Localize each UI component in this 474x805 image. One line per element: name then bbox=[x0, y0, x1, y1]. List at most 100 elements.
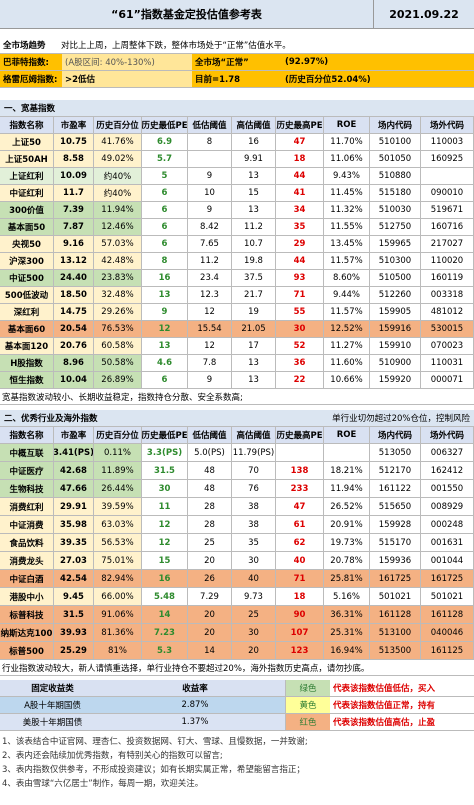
cell: 29 bbox=[276, 236, 324, 253]
cell: 513050 bbox=[370, 444, 421, 462]
cell: 11.94% bbox=[94, 202, 142, 219]
percentile: (历史百分位52.04%) bbox=[282, 71, 474, 87]
cell: 12 bbox=[142, 321, 188, 338]
cell: 44 bbox=[276, 168, 324, 185]
cell: 040046 bbox=[421, 624, 474, 642]
cell: 11.70% bbox=[324, 134, 370, 151]
data-row: 300价值 7.39 11.94% 6 9 13 34 11.32% 510030 519671 bbox=[0, 202, 474, 219]
data-row: 深红利 14.75 29.26% 9 12 19 55 11.57% 159905 481012 bbox=[0, 304, 474, 321]
cell: 76.53% bbox=[94, 321, 142, 338]
cell: 中证红利 bbox=[0, 185, 54, 202]
cell: 30 bbox=[276, 321, 324, 338]
column-header: 场内代码 bbox=[370, 427, 421, 444]
bond-cell: 2.87% bbox=[181, 700, 209, 710]
cell: 11.60% bbox=[324, 355, 370, 372]
cell: 26 bbox=[188, 570, 232, 588]
cell: 26.89% bbox=[94, 372, 142, 389]
data-row: 标普500 25.29 81% 5.3 14 20 123 16.94% 513500 16112… bbox=[0, 642, 474, 660]
cell: 12 bbox=[188, 338, 232, 355]
data-row: 标普科技 31.5 91.06% 14 20 25 90 36.31% 161128 161128 bbox=[0, 606, 474, 624]
cell: 8 bbox=[188, 134, 232, 151]
data-row: H股指数 8.96 50.58% 4.6 7.8 13 36 11.60% 510900 1100… bbox=[0, 355, 474, 372]
cell: 159920 bbox=[370, 372, 421, 389]
cell: 76 bbox=[232, 480, 276, 498]
data-row: 中概互联 3.41(PS) 0.11% 3.3(PS) 5.0(PS) 11.79(PS)… bbox=[0, 444, 474, 462]
cell: 14 bbox=[142, 606, 188, 624]
cell: 39.93 bbox=[54, 624, 94, 642]
footnote: 2、表内还会陆续加优秀指数，有特别关心的指数可以留言; bbox=[2, 751, 223, 761]
cell: 501021 bbox=[370, 588, 421, 606]
cell: 13 bbox=[142, 338, 188, 355]
threshold: >2低估 bbox=[62, 71, 192, 87]
note: 宽基指数波动较小、长期收益稳定，指数持仓分散、安全系数高; bbox=[0, 389, 474, 405]
cell: 6.9 bbox=[142, 134, 188, 151]
cell: 159905 bbox=[370, 304, 421, 321]
cell: 12 bbox=[188, 304, 232, 321]
cell: 44 bbox=[276, 253, 324, 270]
cell: 38 bbox=[232, 516, 276, 534]
cell: 5 bbox=[142, 168, 188, 185]
cell: 10.04 bbox=[54, 372, 94, 389]
cell: 11.57% bbox=[324, 253, 370, 270]
cell: 16 bbox=[142, 270, 188, 287]
cell: 22 bbox=[276, 372, 324, 389]
cell: 20 bbox=[188, 552, 232, 570]
cell: 19.8 bbox=[232, 253, 276, 270]
cell: 26.44% bbox=[94, 480, 142, 498]
header-row: 指数名称 市盈率 历史百分位 历史最低PE 低估阈值 高估阈值 历史最高PE ROE 场内代码场… bbox=[0, 427, 474, 444]
cell: 39.59% bbox=[94, 498, 142, 516]
cell: 12.3 bbox=[188, 287, 232, 304]
cell: 62 bbox=[276, 534, 324, 552]
data-row: 中证消费 35.98 63.03% 12 28 38 61 20.91% 159928 00024… bbox=[0, 516, 474, 534]
cell: 15.54 bbox=[188, 321, 232, 338]
cell: 9 bbox=[188, 372, 232, 389]
cell: 11.2 bbox=[232, 219, 276, 236]
cell: 25.29 bbox=[54, 642, 94, 660]
cell: 15 bbox=[142, 552, 188, 570]
data-row: 上证红利 10.09 约40% 5 9 13 44 9.43% 510880 bbox=[0, 168, 474, 185]
cell: 159916 bbox=[370, 321, 421, 338]
cell: 48 bbox=[188, 462, 232, 480]
cell: 217027 bbox=[421, 236, 474, 253]
graham-row: 格雷厄姆指数: >2低估 目前=1.78 (历史百分位52.04%) bbox=[0, 71, 474, 88]
bond-table: 固定收益类 收益率 A股十年期国债 2.87% 美股十年期国债 1.37% bbox=[0, 680, 285, 731]
cell: 标普科技 bbox=[0, 606, 54, 624]
cell: 消费红利 bbox=[0, 498, 54, 516]
cell: 56.53% bbox=[94, 534, 142, 552]
cell: 19.73% bbox=[324, 534, 370, 552]
cell: 070023 bbox=[421, 338, 474, 355]
cell: 6 bbox=[142, 372, 188, 389]
cell: 7.23 bbox=[142, 624, 188, 642]
cell: 66.00% bbox=[94, 588, 142, 606]
color-legend: 绿色 代表该指数估值低估，买入 黄色 代表该指数估值正常，持有 红色 代表该指数估值高估，… bbox=[285, 680, 474, 731]
column-header: 历史百分位 bbox=[94, 427, 142, 444]
cell: 13.45% bbox=[324, 236, 370, 253]
footnote: 1、该表结合中证官网、理杏仁、投资数据网、钉大、雪球、且慢数据，一并致谢; bbox=[2, 737, 308, 747]
data-row: 消费红利 29.91 39.59% 11 28 38 47 26.52% 515650 00892… bbox=[0, 498, 474, 516]
cell: 47 bbox=[276, 498, 324, 516]
cell: 31.5 bbox=[142, 462, 188, 480]
data-row: 纳斯达克100 39.93 81.36% 7.23 20 30 107 25.31% 51310… bbox=[0, 624, 474, 642]
data-row: 中证红利 11.7 约40% 6 10 15 41 11.45% 515180 090010 bbox=[0, 185, 474, 202]
cell: 530015 bbox=[421, 321, 474, 338]
cell: 11.27% bbox=[324, 338, 370, 355]
column-header: 指数名称 bbox=[0, 117, 54, 134]
cell: 27.03 bbox=[54, 552, 94, 570]
cell: 生物科技 bbox=[0, 480, 54, 498]
cell: 10.09 bbox=[54, 168, 94, 185]
cell: 481012 bbox=[421, 304, 474, 321]
cell: 8.60% bbox=[324, 270, 370, 287]
cell: 36.31% bbox=[324, 606, 370, 624]
column-header: 场内代码 bbox=[370, 117, 421, 134]
cell: 12 bbox=[142, 534, 188, 552]
column-header: 历史最低PE bbox=[142, 117, 188, 134]
bond-header: 固定收益类 收益率 bbox=[0, 680, 285, 697]
cell: 11.32% bbox=[324, 202, 370, 219]
cell: 25 bbox=[232, 606, 276, 624]
cell: 000248 bbox=[421, 516, 474, 534]
cell: 70 bbox=[232, 462, 276, 480]
cell: 47 bbox=[276, 134, 324, 151]
cell: 81% bbox=[94, 642, 142, 660]
cell: 500低波动 bbox=[0, 287, 54, 304]
